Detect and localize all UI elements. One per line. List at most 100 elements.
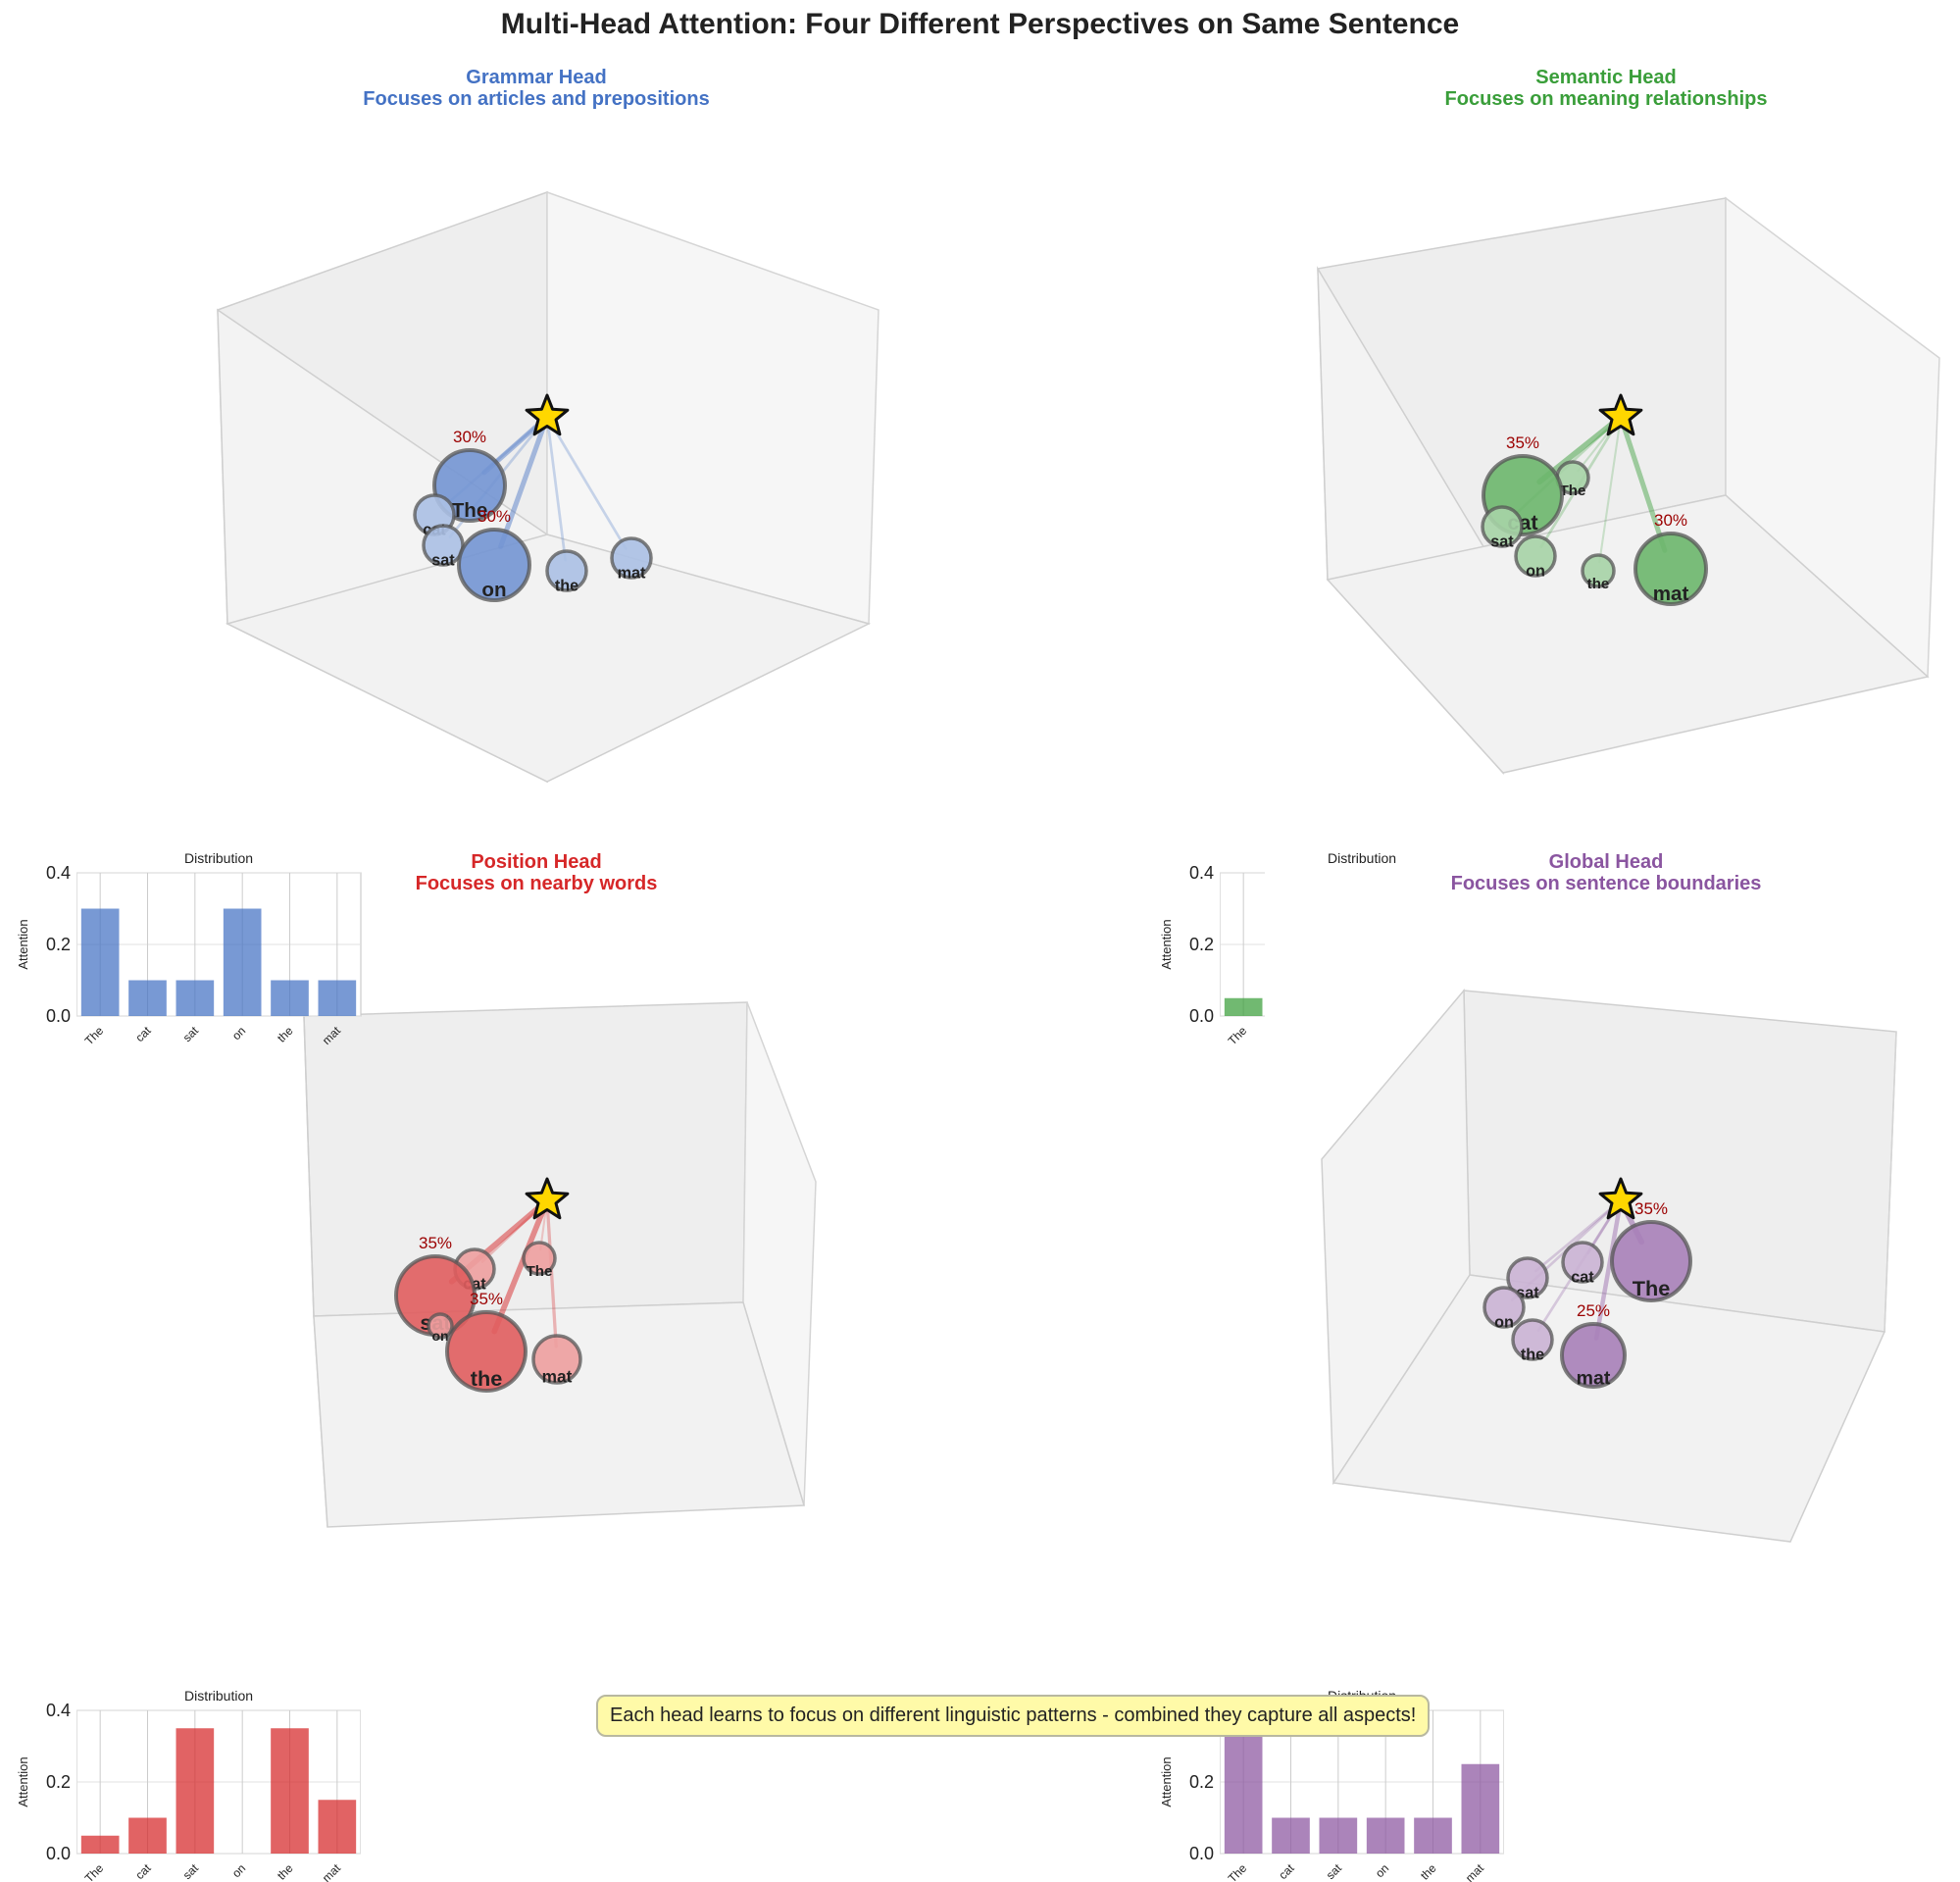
token-point: [1506, 1256, 1549, 1299]
y-tick-label: 0.2: [46, 935, 71, 954]
grammar-head-title: Grammar Head Focuses on articles and pre…: [340, 67, 732, 110]
head-title-text: Global Head: [1548, 851, 1664, 873]
x-tick-label: on: [229, 1024, 248, 1043]
floor-pane: [1332, 1274, 1886, 1543]
token-point: [1561, 1241, 1604, 1284]
attention-percent-label: 35%: [1634, 1199, 1668, 1218]
head-subtitle-text: Focuses on sentence boundaries: [1450, 873, 1762, 894]
x-tick-label: the: [275, 1861, 296, 1882]
summary-note: Each head learns to focus on different l…: [596, 1695, 1431, 1737]
x-tick-label: sat: [180, 1860, 202, 1882]
bar: [1320, 981, 1358, 1017]
main-title: Multi-Head Attention: Four Different Per…: [500, 8, 1460, 40]
x-tick-label: the: [1418, 1861, 1439, 1882]
global-head-title: Global Head Focuses on sentence boundari…: [1410, 851, 1802, 894]
bar: [318, 980, 357, 1016]
bar: [80, 908, 120, 1016]
token-point: [457, 528, 531, 602]
attention-line: [545, 415, 567, 562]
attention-percent-label: 30%: [1654, 511, 1687, 530]
x-tick-label: cat: [1276, 1860, 1297, 1882]
token-label: mat: [618, 565, 646, 583]
attention-line: [545, 1198, 558, 1348]
bar: [1272, 890, 1310, 1016]
attention-line: [1618, 414, 1668, 553]
token-label: mat: [1653, 583, 1689, 605]
bar: [1272, 1817, 1310, 1854]
x-tick-label: on: [1373, 1861, 1391, 1880]
token-label: the: [1587, 576, 1610, 592]
y-tick-label: 0.2: [46, 1772, 71, 1792]
bar: [223, 908, 262, 1016]
token-label: The: [452, 499, 488, 522]
token-point: [522, 1241, 557, 1276]
token-point: [1581, 553, 1616, 588]
axes-3d-grammar: [217, 190, 879, 784]
y-tick-label: 0.0: [46, 1006, 71, 1026]
y-axis-label: Attention: [16, 1756, 30, 1806]
y-tick-label: 0.0: [1189, 1844, 1214, 1863]
semantic-head-title: Semantic Head Focuses on meaning relatio…: [1410, 67, 1802, 110]
attention-line: [545, 415, 628, 550]
y-tick-label: 0.4: [46, 1701, 71, 1720]
token-label: the: [1521, 1347, 1544, 1364]
y-tick-label: 0.4: [46, 863, 71, 883]
token-label: the: [555, 578, 578, 595]
floor-pane: [313, 1301, 805, 1528]
x-tick-label: The: [1226, 1861, 1250, 1882]
y-tick-label: 0.2: [1189, 935, 1214, 954]
x-tick-label: The: [82, 1861, 107, 1882]
x-tick-label: the: [275, 1024, 296, 1045]
query-star-icon: [525, 393, 570, 436]
y-axis-label: Attention: [1159, 919, 1174, 969]
y-axis-label: Attention: [16, 919, 30, 969]
attention-line: [491, 1197, 550, 1335]
inset-title: Distribution: [1328, 850, 1396, 866]
x-tick-label: mat: [320, 1860, 344, 1882]
attention-percent-label: 35%: [419, 1234, 452, 1252]
bar: [318, 1800, 357, 1854]
query-star-icon: [1598, 393, 1643, 436]
floor-pane: [1326, 494, 1930, 774]
token-label: sat: [431, 552, 455, 570]
bar: [80, 1835, 120, 1854]
bar: [176, 980, 215, 1016]
y-tick-label: 0.2: [1189, 1772, 1214, 1792]
bar: [1224, 1728, 1263, 1854]
x-tick-label: The: [1226, 1024, 1250, 1048]
bar: [1367, 981, 1405, 1017]
attention-percent-label: 30%: [477, 507, 511, 526]
token-point: [1633, 532, 1708, 606]
x-tick-label: The: [82, 1024, 107, 1048]
token-point: [545, 549, 588, 592]
x-tick-label: sat: [180, 1023, 202, 1044]
bar: [1461, 1763, 1500, 1854]
attention-percent-label: 35%: [1506, 433, 1539, 452]
bar: [1319, 1817, 1358, 1854]
head-subtitle-text: Focuses on nearby words: [415, 873, 658, 894]
token-point: [531, 1334, 582, 1385]
attention-line: [1598, 415, 1623, 564]
query-star-icon: [1598, 1177, 1643, 1220]
axes-3d-semantic: [1317, 196, 1940, 775]
attention-line: [498, 414, 550, 549]
token-point: [427, 1312, 454, 1340]
token-point: [610, 536, 653, 580]
token-label: The: [527, 1263, 553, 1280]
token-label: cat: [1571, 1269, 1594, 1287]
token-label: the: [471, 1366, 503, 1391]
head-title-text: Grammar Head: [466, 67, 607, 88]
y-tick-label: 0.4: [1189, 863, 1214, 883]
token-point: [1610, 1220, 1692, 1302]
position-head-title: Position Head Focuses on nearby words: [340, 851, 732, 894]
token-label: mat: [1577, 1367, 1611, 1389]
inset-title: Distribution: [184, 850, 253, 866]
y-axis-label: Attention: [1159, 1756, 1174, 1806]
bar: [1414, 1817, 1452, 1854]
token-point: [1483, 1286, 1526, 1329]
